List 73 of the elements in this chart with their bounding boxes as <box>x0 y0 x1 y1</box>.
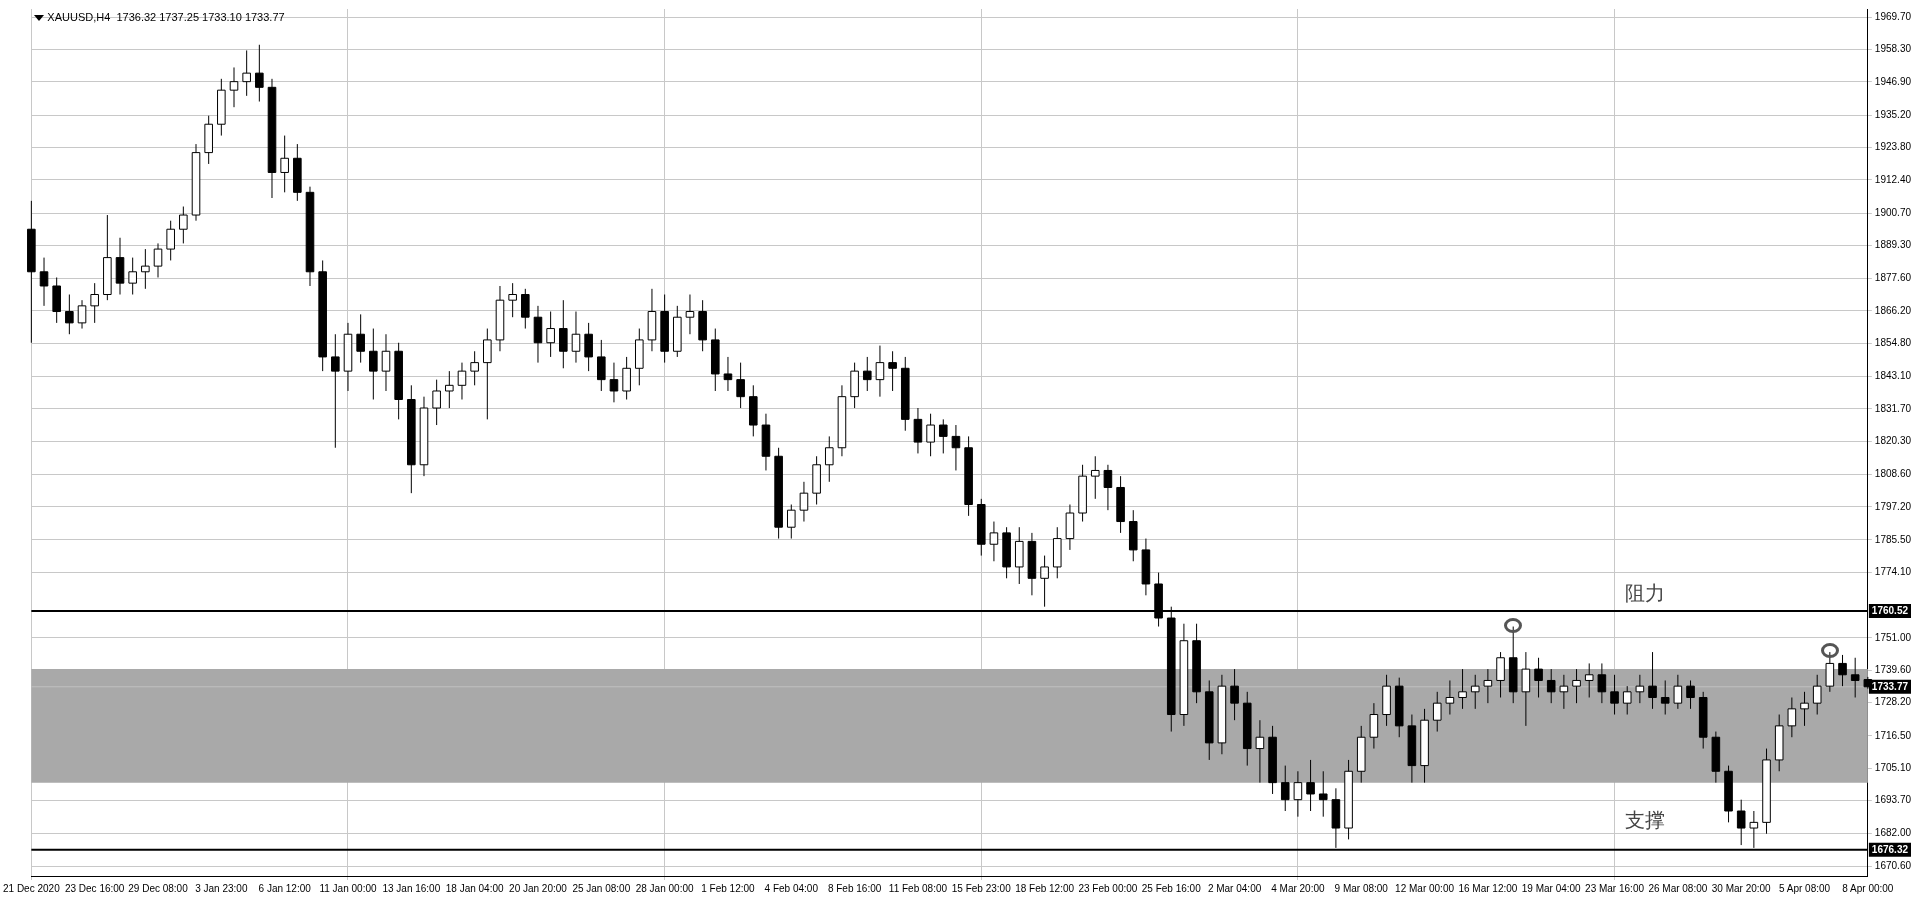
y-tick-label: 1866.20 <box>1874 304 1912 316</box>
candlestick <box>1610 674 1619 716</box>
x-tick-label: 3 Jan 23:00 <box>195 882 248 894</box>
y-tick-label: 1682.00 <box>1874 827 1912 839</box>
x-tick-label: 29 Dec 08:00 <box>128 882 189 894</box>
y-tick-label: 1900.70 <box>1874 206 1912 218</box>
x-tick-label: 25 Jan 08:00 <box>572 882 631 894</box>
y-tick-label: 1705.10 <box>1874 761 1912 773</box>
x-tick-label: 6 Jan 12:00 <box>258 882 312 894</box>
y-tick-label: 1774.10 <box>1874 566 1912 578</box>
x-tick-label: 9 Mar 08:00 <box>1334 882 1389 894</box>
x-tick-label: 19 Mar 04:00 <box>1521 882 1582 894</box>
y-tick-label: 1670.60 <box>1874 859 1912 871</box>
x-tick-label: 21 Dec 2020 <box>3 882 61 894</box>
y-tick-label: 1751.00 <box>1874 631 1912 643</box>
y-tick-label: 1820.30 <box>1874 434 1912 446</box>
x-tick-label: 8 Apr 00:00 <box>1842 882 1894 894</box>
x-tick-label: 2 Mar 04:00 <box>1207 882 1262 894</box>
candlestick <box>470 350 479 386</box>
x-tick-label: 4 Mar 20:00 <box>1271 882 1326 894</box>
ref-line-label: 1760.52 <box>1871 604 1909 616</box>
x-tick-label: 12 Mar 00:00 <box>1395 882 1455 894</box>
y-tick-label: 1728.20 <box>1874 696 1912 708</box>
candlestick <box>508 282 517 318</box>
x-tick-label: 4 Feb 04:00 <box>764 882 819 894</box>
y-tick-label: 1935.20 <box>1874 108 1912 120</box>
candlestick <box>1458 668 1467 710</box>
candlestick <box>559 299 568 369</box>
x-tick-label: 1 Feb 12:00 <box>701 882 756 894</box>
ref-line-label: 1676.32 <box>1871 843 1909 855</box>
y-tick-label: 1797.20 <box>1874 500 1912 512</box>
x-tick-label: 26 Mar 08:00 <box>1648 882 1708 894</box>
x-tick-label: 11 Feb 08:00 <box>888 882 948 894</box>
y-tick-label: 1877.60 <box>1874 272 1912 284</box>
x-tick-label: 16 Mar 12:00 <box>1458 882 1518 894</box>
y-tick-label: 1958.30 <box>1874 43 1912 55</box>
candlestick <box>521 288 530 330</box>
x-tick-label: 15 Feb 23:00 <box>951 882 1012 894</box>
y-tick-label: 1969.70 <box>1874 10 1912 22</box>
y-tick-label: 1785.50 <box>1874 533 1912 545</box>
x-tick-label: 23 Feb 00:00 <box>1078 882 1138 894</box>
chart-title: XAUUSD,H4 1736.32 1737.25 1733.10 1733.77 <box>47 11 285 24</box>
ref-line-label: 1733.77 <box>1871 680 1909 692</box>
x-tick-label: 28 Jan 00:00 <box>635 882 694 894</box>
y-tick-label: 1923.80 <box>1874 141 1912 153</box>
candlestick <box>1040 555 1049 608</box>
x-tick-label: 23 Dec 16:00 <box>64 882 125 894</box>
candlestick <box>888 350 897 392</box>
x-tick-label: 30 Mar 20:00 <box>1711 882 1772 894</box>
x-tick-label: 25 Feb 16:00 <box>1141 882 1202 894</box>
y-tick-label: 1716.50 <box>1874 729 1912 741</box>
y-tick-label: 1854.80 <box>1874 337 1912 349</box>
x-tick-label: 18 Jan 04:00 <box>445 882 504 894</box>
x-tick-label: 18 Feb 12:00 <box>1015 882 1075 894</box>
annotation: 支撑 <box>1625 809 1666 832</box>
annotation: 阻力 <box>1625 582 1666 605</box>
y-tick-label: 1808.60 <box>1874 468 1912 480</box>
candlestick <box>128 257 137 295</box>
x-tick-label: 8 Feb 16:00 <box>827 882 882 894</box>
y-tick-label: 1912.40 <box>1874 173 1912 185</box>
x-tick-label: 20 Jan 20:00 <box>509 882 568 894</box>
y-tick-label: 1889.30 <box>1874 239 1912 251</box>
y-tick-label: 1693.70 <box>1874 794 1912 806</box>
y-tick-label: 1831.70 <box>1874 402 1912 414</box>
candlestick <box>1496 651 1505 698</box>
x-tick-label: 11 Jan 00:00 <box>319 882 377 894</box>
y-tick-label: 1946.90 <box>1874 75 1912 87</box>
candlestick <box>331 333 340 449</box>
y-tick-label: 1843.10 <box>1874 370 1912 382</box>
x-tick-label: 23 Mar 16:00 <box>1585 882 1645 894</box>
x-tick-label: 13 Jan 16:00 <box>382 882 441 894</box>
x-tick-label: 5 Apr 08:00 <box>1778 882 1831 894</box>
y-tick-label: 1739.60 <box>1874 664 1912 675</box>
